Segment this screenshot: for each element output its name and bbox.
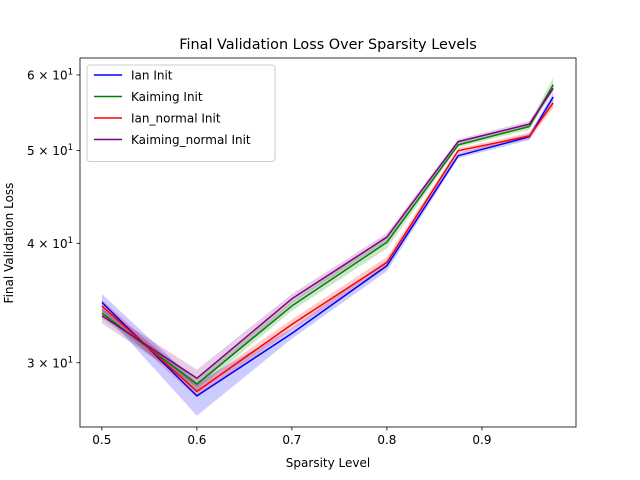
series-1-line — [101, 84, 554, 385]
series-lines — [101, 84, 554, 397]
y-tick-label: 5 × 101 — [27, 143, 73, 158]
y-axis-label: Final Validation Loss — [2, 183, 16, 304]
x-tick-label: 0.7 — [282, 433, 301, 447]
series-0-line — [101, 96, 554, 397]
chart-title: Final Validation Loss Over Sparsity Leve… — [179, 37, 476, 53]
x-axis-ticks: 0.5 0.6 0.7 0.8 0.9 — [92, 427, 491, 447]
x-tick-label: 0.9 — [472, 433, 491, 447]
x-tick-label: 0.6 — [187, 433, 206, 447]
plot-frame — [79, 57, 577, 428]
x-axis-label: Sparsity Level — [286, 456, 370, 470]
y-tick-label: 4 × 101 — [27, 236, 73, 251]
x-tick-label: 0.8 — [377, 433, 396, 447]
y-axis-ticks: 3 × 101 4 × 101 5 × 101 6 × 101 — [27, 67, 80, 370]
legend-label-0: Ian Init — [131, 69, 173, 83]
legend-label-1: Kaiming Init — [131, 90, 203, 104]
legend-label-2: Ian_normal Init — [131, 112, 221, 126]
legend-label-3: Kaiming_normal Init — [131, 133, 251, 147]
y-tick-label: 6 × 101 — [27, 67, 73, 82]
series-3-line — [101, 87, 554, 380]
x-tick-label: 0.5 — [92, 433, 111, 447]
y-tick-label: 3 × 101 — [27, 355, 73, 370]
legend: Ian Init Kaiming Init Ian_normal Init Kaimi… — [86, 64, 276, 162]
series-2-line — [101, 102, 554, 393]
legend-box — [86, 64, 276, 162]
